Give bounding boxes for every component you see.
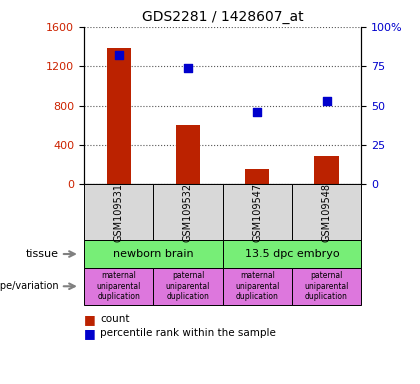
Text: GSM109547: GSM109547 (252, 183, 262, 242)
Text: paternal
uniparental
duplication: paternal uniparental duplication (304, 271, 349, 301)
Bar (315, 156, 339, 184)
Point (115, 52, 122, 58)
Bar (176, 125, 200, 184)
Text: percentile rank within the sample: percentile rank within the sample (100, 328, 276, 338)
Point (323, 98, 330, 104)
Bar (245, 169, 269, 184)
Point (185, 65, 192, 71)
Bar (107, 48, 131, 184)
Text: paternal
uniparental
duplication: paternal uniparental duplication (166, 271, 210, 301)
Text: genotype/variation: genotype/variation (0, 281, 59, 291)
Text: count: count (100, 314, 129, 324)
Text: newborn brain: newborn brain (113, 249, 194, 259)
Text: tissue: tissue (26, 249, 59, 259)
Point (254, 109, 260, 115)
Text: 13.5 dpc embryo: 13.5 dpc embryo (244, 249, 339, 259)
Text: maternal
uniparental
duplication: maternal uniparental duplication (235, 271, 279, 301)
Text: maternal
uniparental
duplication: maternal uniparental duplication (97, 271, 141, 301)
Text: GSM109548: GSM109548 (322, 183, 331, 242)
Text: ■: ■ (84, 327, 96, 340)
Text: GSM109532: GSM109532 (183, 183, 193, 242)
Text: ■: ■ (84, 313, 96, 326)
Text: GSM109531: GSM109531 (114, 183, 123, 242)
Title: GDS2281 / 1428607_at: GDS2281 / 1428607_at (142, 10, 303, 25)
